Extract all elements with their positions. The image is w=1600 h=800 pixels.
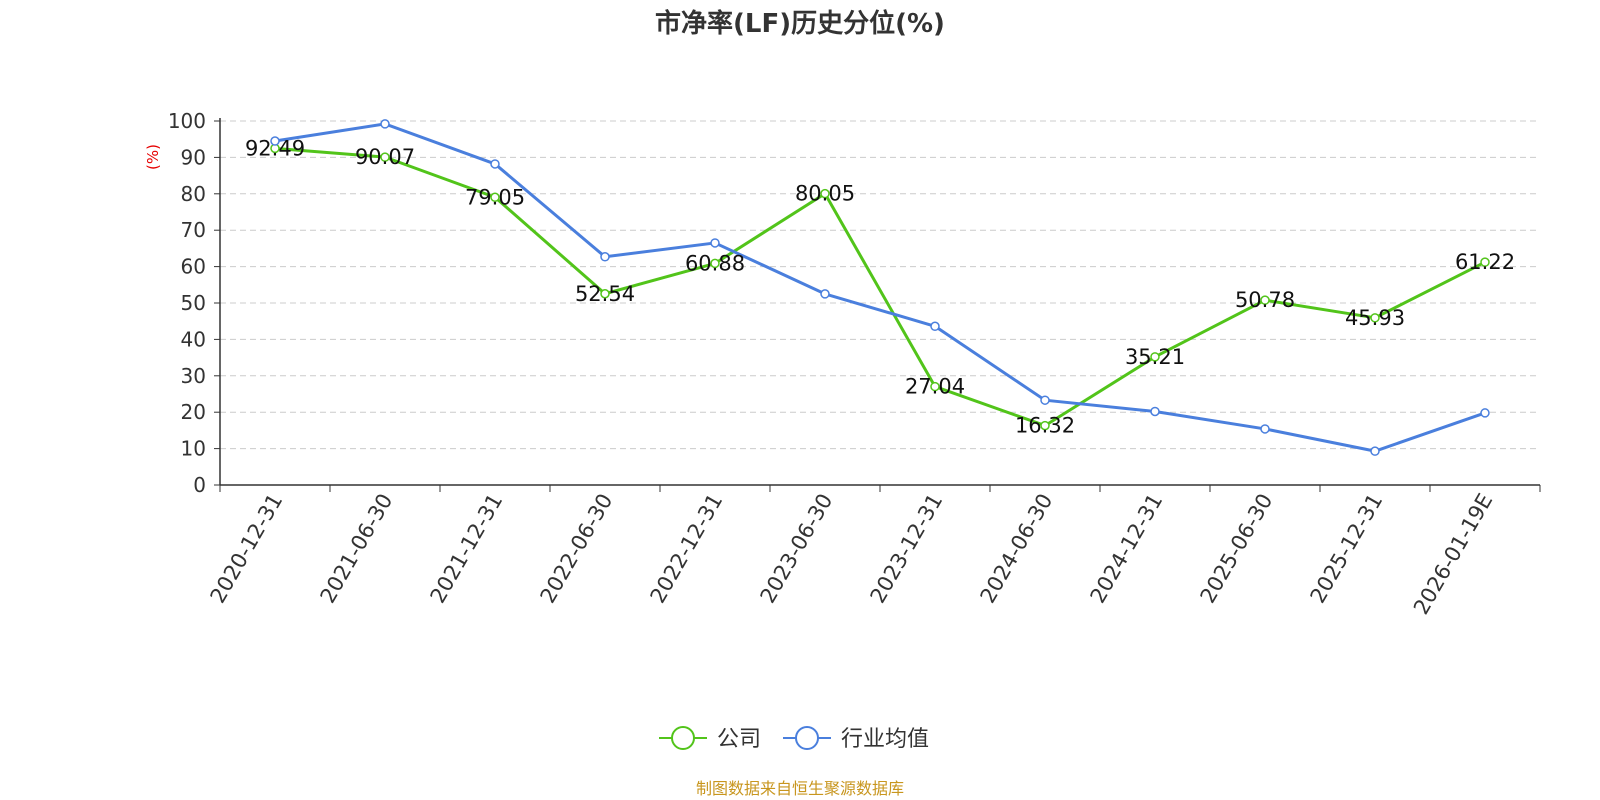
y-tick-label: 10	[181, 437, 206, 461]
data-point	[930, 381, 940, 392]
source-note: 制图数据来自恒生聚源数据库	[696, 779, 904, 798]
data-point	[710, 238, 720, 248]
data-label: 16.32	[1015, 414, 1075, 438]
legend-item: 公司	[659, 726, 761, 752]
data-labels: 92.49 90.07 79.05 52.54 60.88 80.05 27.04 16.32…	[245, 136, 1515, 437]
x-tick-label: 2024-06-30	[976, 490, 1058, 608]
data-point	[490, 192, 500, 203]
x-tick-label: 2022-12-31	[646, 490, 728, 608]
data-label: 27.04	[905, 375, 965, 399]
x-tick-label: 2025-12-31	[1306, 490, 1388, 608]
series-group	[270, 119, 1490, 456]
data-point	[1480, 257, 1490, 267]
data-label: 45.93	[1345, 306, 1405, 330]
data-label: 80.05	[795, 182, 855, 206]
x-tick-label: 2026-01-19E	[1409, 490, 1497, 619]
y-tick-label: 70	[181, 218, 206, 242]
data-point	[820, 289, 830, 299]
data-label: 61.22	[1455, 250, 1515, 274]
x-tick-label: 2023-06-30	[756, 490, 838, 608]
data-point	[1260, 295, 1270, 305]
x-tick-label: 2022-06-30	[536, 490, 618, 608]
x-tick-label: 2025-06-30	[1196, 490, 1278, 608]
data-label: 50.78	[1235, 288, 1295, 312]
data-point	[380, 152, 390, 162]
x-tick-label: 2021-06-30	[316, 490, 398, 608]
data-label: 79.05	[465, 185, 525, 209]
data-point	[1370, 313, 1380, 323]
data-point	[600, 252, 610, 262]
series-line	[274, 122, 1486, 453]
data-point	[490, 159, 500, 169]
y-tick-label: 0	[193, 473, 206, 497]
data-point	[1040, 395, 1050, 405]
y-tick-label: 40	[181, 327, 206, 351]
data-point	[1040, 420, 1050, 431]
data-label: 35.21	[1125, 345, 1185, 369]
grid-lines	[220, 120, 1540, 450]
data-point	[270, 136, 280, 146]
y-axis-unit: (%)	[144, 144, 162, 170]
y-tick-label: 90	[181, 145, 206, 169]
chart-title: 市净率(LF)历史分位(%)	[655, 8, 945, 39]
y-tick-label: 50	[181, 291, 206, 315]
data-label: 92.49	[245, 136, 305, 160]
series-line	[274, 146, 1486, 428]
data-point	[1150, 352, 1160, 362]
x-tick-label: 2023-12-31	[866, 490, 948, 608]
legend: 公司 行业均值	[659, 726, 929, 752]
legend-marker	[795, 726, 819, 750]
data-point	[1150, 406, 1160, 417]
data-point	[1480, 408, 1490, 418]
data-point	[1260, 424, 1270, 434]
legend-label: 公司	[717, 727, 761, 752]
legend-item: 行业均值	[783, 726, 929, 752]
data-point	[820, 188, 830, 199]
data-point	[380, 119, 390, 129]
x-tick-label: 2020-12-31	[206, 490, 288, 608]
y-tick-label: 20	[181, 400, 206, 424]
y-tick-label: 100	[168, 109, 206, 133]
data-point	[710, 258, 720, 269]
data-label: 52.54	[575, 282, 635, 306]
y-tick-label: 60	[181, 255, 206, 279]
series-group	[270, 143, 1490, 431]
legend-marker	[671, 726, 695, 750]
data-point	[600, 289, 610, 299]
series-lines	[270, 119, 1490, 456]
y-tick-label: 80	[181, 182, 206, 206]
data-point	[1370, 446, 1380, 456]
legend-label: 行业均值	[841, 727, 929, 752]
data-label: 60.88	[685, 251, 745, 275]
x-tick-label: 2024-12-31	[1086, 490, 1168, 608]
data-point	[930, 321, 940, 332]
y-tick-label: 30	[181, 364, 206, 388]
data-label: 90.07	[355, 145, 415, 169]
x-tick-label: 2021-12-31	[426, 490, 508, 608]
